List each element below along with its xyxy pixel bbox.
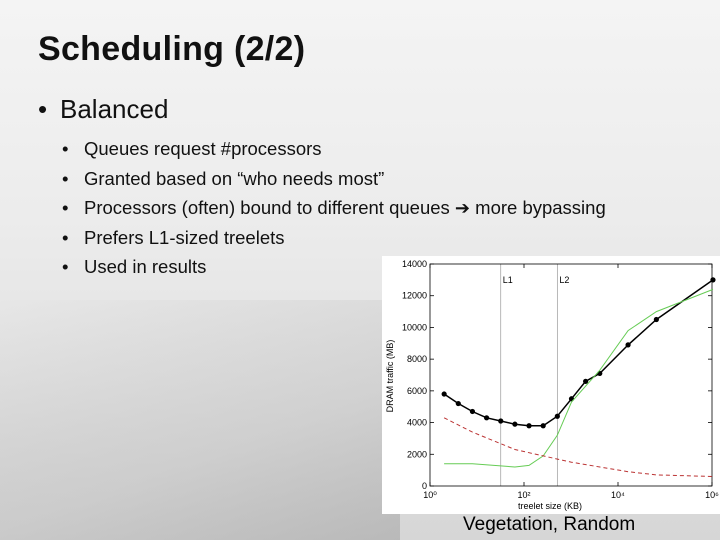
bullet-dot: • (38, 94, 48, 124)
y-tick-label: 0 (422, 481, 427, 491)
data-point (540, 423, 546, 429)
y-tick-label: 10000 (402, 322, 427, 332)
chart-panel: L1 L2 0 2000 4000 6000 8000 10000 12000 14000 10⁰… (382, 256, 720, 514)
data-point (653, 316, 659, 323)
sub-bullet-2: • Granted based on “who needs most” (62, 167, 385, 189)
y-tick-label: 6000 (407, 386, 427, 396)
data-point (583, 378, 589, 384)
series-line-2 (444, 288, 714, 468)
main-bullet-text: Balanced (60, 94, 169, 124)
sub-bullet-1: • Queues request #processors (62, 138, 322, 159)
background-decoration (0, 300, 400, 540)
reference-line-label: L1 (503, 275, 513, 285)
data-point (625, 342, 631, 348)
right-arrow-icon: ➔ (454, 198, 471, 218)
x-tick-label: 10⁰ (423, 490, 437, 500)
x-tick-label: 10⁶ (705, 490, 719, 500)
sub-bullet-4: • Prefers L1-sized treelets (62, 226, 285, 248)
y-tick-label: 14000 (402, 259, 427, 269)
y-tick-label: 8000 (407, 354, 427, 364)
x-tick-label: 10² (517, 490, 530, 500)
y-axis-label: DRAM traffic (MB) (385, 340, 395, 413)
sub-bullet-5: • Used in results (62, 256, 207, 277)
y-tick-label: 4000 (407, 418, 427, 428)
data-point (498, 418, 504, 424)
x-axis-label: treelet size (KB) (518, 501, 582, 511)
data-point (526, 423, 532, 429)
series-line-1 (443, 279, 714, 427)
x-tick-label: 10⁴ (611, 490, 625, 500)
data-point (554, 413, 560, 419)
y-tick-label: 2000 (407, 449, 427, 459)
sub-bullet-list: • Queues request #processors • Granted bas… (62, 134, 606, 282)
data-point (455, 400, 461, 407)
data-point (469, 408, 476, 415)
series-line-3 (443, 417, 714, 477)
data-point (512, 421, 518, 427)
slide-title: Scheduling (2/2) (38, 30, 306, 68)
data-point (483, 415, 490, 421)
y-tick-label: 12000 (402, 291, 427, 301)
figure-caption: Vegetation, Random (463, 514, 636, 535)
main-bullet: • Balanced (38, 94, 168, 125)
data-point (441, 391, 447, 397)
sub-bullet-3: • Processors (often) bound to different q… (62, 197, 606, 218)
data-point (710, 277, 716, 283)
plot-frame (429, 263, 713, 487)
reference-line-label: L2 (559, 275, 569, 285)
dram-traffic-chart: L1 L2 0 2000 4000 6000 8000 10000 12000 14000 10⁰… (385, 259, 719, 511)
